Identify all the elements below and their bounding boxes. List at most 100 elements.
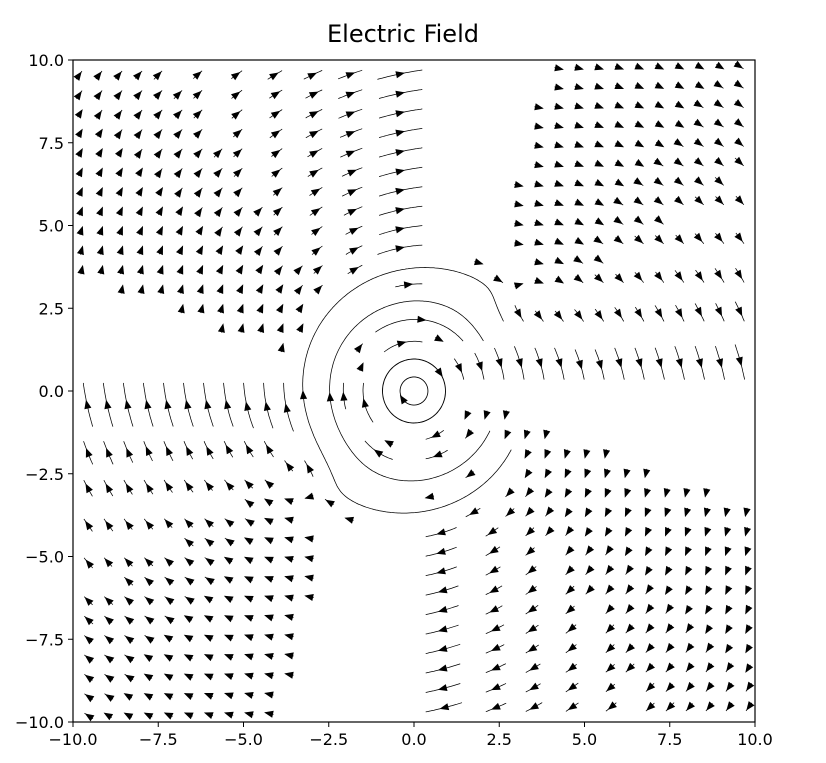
streamline-arrow <box>183 673 194 681</box>
streamline-arrow <box>705 604 713 615</box>
streamline-arrow <box>272 187 282 197</box>
streamline-arrow <box>465 428 474 439</box>
streamline-arrow <box>714 61 725 70</box>
streamline-arrow <box>606 643 616 653</box>
streamline-arrow <box>264 556 274 564</box>
streamline-arrow <box>75 187 83 197</box>
streamline-arrow <box>224 711 234 719</box>
streamline-arrow <box>693 118 703 127</box>
streamline-arrow <box>554 218 564 226</box>
streamline-arrow <box>264 498 274 507</box>
streamline-arrow <box>184 538 194 548</box>
streamline-arrow <box>733 118 744 127</box>
streamline-arrow <box>633 215 643 224</box>
streamline-arrow <box>584 507 593 518</box>
streamline-arrow <box>184 519 194 529</box>
streamline-arrow <box>313 285 323 295</box>
streamline-arrow <box>265 480 275 489</box>
streamline-arrow <box>133 149 142 159</box>
streamline-arrow <box>594 102 604 109</box>
streamline-arrow <box>96 225 104 236</box>
streamline-arrow <box>356 362 364 372</box>
streamline-arrow <box>694 306 702 317</box>
streamline-arrow <box>163 654 174 662</box>
streamline-arrow <box>276 323 284 333</box>
streamline-arrow <box>245 444 254 455</box>
streamline-arrow <box>117 284 125 294</box>
streamline-arrow <box>195 225 204 236</box>
streamline-arrow <box>604 488 612 498</box>
streamline-arrow <box>193 188 202 198</box>
streamline-arrow <box>311 227 321 236</box>
streamline-arrow <box>271 149 281 159</box>
streamline-arrow <box>704 526 712 537</box>
streamline-arrow <box>527 644 538 652</box>
streamline-arrow <box>646 682 656 692</box>
streamline-arrow <box>244 672 254 680</box>
streamline-arrow <box>113 90 122 101</box>
streamline-arrow <box>567 702 578 711</box>
streamline-arrow <box>185 481 194 492</box>
streamline-arrow <box>554 141 564 149</box>
streamline-arrow <box>594 273 603 283</box>
streamline-arrow <box>603 449 611 459</box>
streamline-arrow <box>645 566 653 576</box>
streamline-arrow <box>166 446 173 456</box>
streamline-arrow <box>644 507 652 518</box>
streamline-arrow <box>213 168 222 178</box>
streamline-arrow <box>614 63 625 70</box>
streamline-arrow <box>284 594 294 602</box>
streamline-arrow <box>146 483 154 493</box>
streamline-arrow <box>293 266 303 276</box>
streamline-arrow <box>257 323 265 333</box>
streamline-arrow <box>626 662 636 672</box>
streamline-arrow <box>244 480 254 490</box>
streamlines <box>73 60 755 722</box>
streamline-arrow <box>96 245 104 256</box>
streamline-arrow <box>185 558 195 567</box>
streamline-arrow <box>654 215 664 224</box>
streamline-arrow <box>554 64 564 72</box>
streamline-arrow <box>164 399 172 410</box>
streamline-arrow <box>106 447 113 458</box>
streamline-arrow <box>673 157 683 166</box>
streamline-arrow <box>232 149 242 158</box>
streamline-arrow <box>145 635 155 644</box>
streamline-arrow <box>153 110 162 120</box>
streamline-arrow <box>176 245 184 256</box>
streamline-arrow <box>664 507 672 518</box>
streamline-arrow <box>574 310 583 320</box>
streamline-arrow <box>594 63 604 71</box>
streamline-arrow <box>436 528 446 536</box>
streamline-arrow <box>195 245 204 255</box>
streamline-arrow <box>104 674 115 683</box>
streamline-arrow <box>347 208 357 216</box>
streamline-arrow <box>185 596 195 605</box>
streamline-arrow <box>244 634 254 642</box>
streamline-arrow <box>685 585 693 595</box>
streamline-arrow <box>177 284 184 294</box>
streamline-arrow <box>223 595 234 603</box>
streamline-arrow <box>133 129 142 140</box>
streamline-arrow <box>203 654 214 662</box>
streamline-arrow <box>674 234 684 244</box>
streamline-arrow <box>566 565 575 575</box>
streamline-arrow <box>604 468 611 479</box>
streamline-arrow <box>206 446 214 456</box>
streamline-arrow <box>594 140 604 148</box>
streamline-arrow <box>475 361 483 371</box>
streamline-arrow <box>144 558 154 567</box>
streamline-arrow <box>733 60 744 69</box>
streamline-arrow <box>726 681 735 692</box>
streamline-arrow <box>594 198 605 206</box>
streamline-arrow <box>285 462 295 472</box>
streamline-arrow <box>584 527 593 537</box>
streamline-arrow <box>244 537 254 545</box>
streamline-arrow <box>73 91 82 101</box>
streamline-arrow <box>567 623 577 632</box>
streamline-arrow <box>574 121 584 129</box>
streamline-arrow <box>553 310 563 320</box>
streamline-arrow <box>344 516 354 524</box>
streamline-arrow <box>284 671 294 679</box>
streamline-arrow <box>594 121 604 128</box>
